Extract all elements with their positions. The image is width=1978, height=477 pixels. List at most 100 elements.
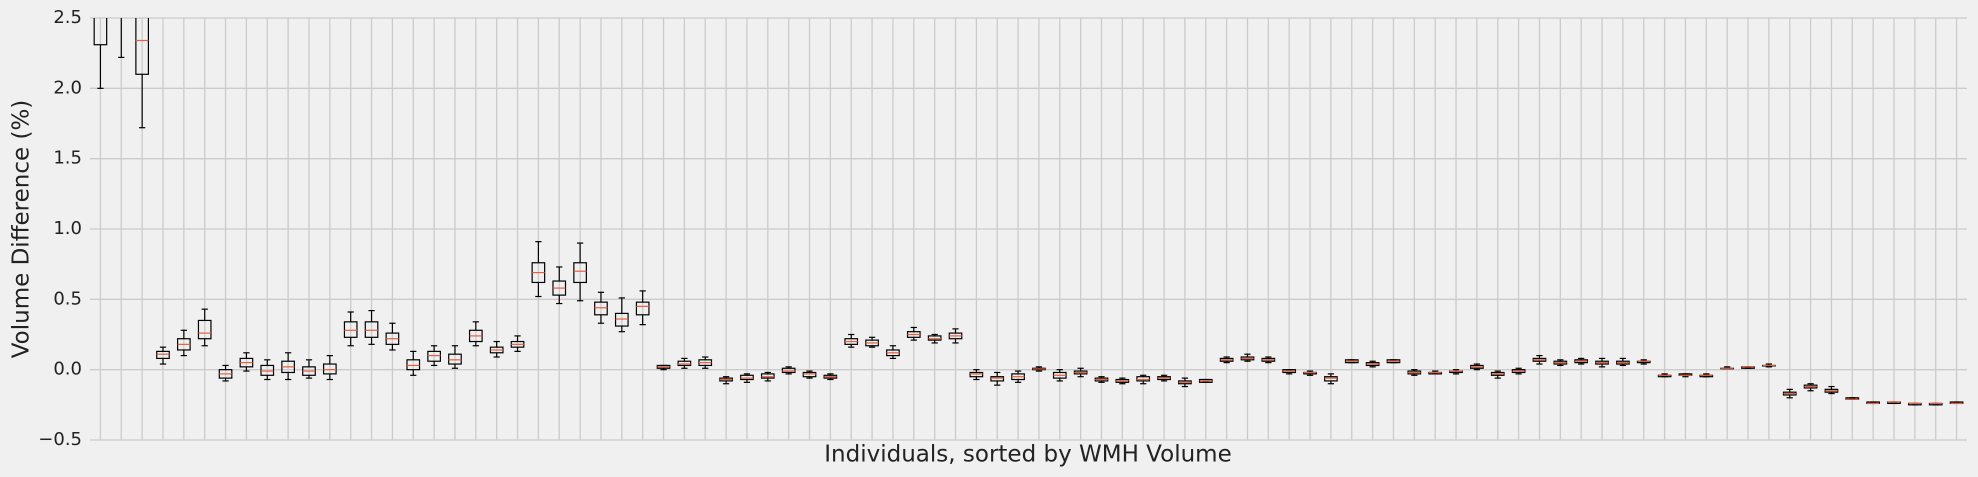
box-group <box>302 359 316 379</box>
box-group <box>1616 357 1630 367</box>
box <box>760 373 775 379</box>
box-group <box>1678 373 1693 378</box>
box-group <box>1762 363 1776 368</box>
box-group <box>260 359 275 381</box>
box-group <box>1094 376 1109 383</box>
box-group <box>614 297 629 333</box>
y-tick-label: −0.5 <box>38 429 82 450</box>
box-group <box>1699 373 1714 378</box>
box-group <box>948 328 963 344</box>
box-group <box>448 345 462 369</box>
box-group <box>886 345 900 360</box>
box-group <box>1324 373 1338 385</box>
box-group <box>489 340 504 358</box>
box <box>260 364 275 376</box>
box <box>364 321 379 338</box>
box <box>677 360 692 367</box>
box-group <box>1511 367 1526 375</box>
box-group <box>1407 369 1422 376</box>
box <box>927 335 942 341</box>
box <box>156 350 170 360</box>
box-group <box>927 333 942 344</box>
box-group <box>1636 359 1651 365</box>
box-group <box>1470 363 1484 371</box>
box <box>406 359 421 371</box>
box-group <box>364 309 379 345</box>
box <box>969 371 984 378</box>
box-group <box>906 326 921 341</box>
box-group <box>115 0 128 58</box>
x-axis-label: Individuals, sorted by WMH Volume <box>824 442 1231 468</box>
box-group <box>844 333 859 348</box>
box <box>740 374 754 381</box>
box-group <box>1866 401 1881 405</box>
box-group <box>1553 359 1568 367</box>
box-group <box>1157 374 1171 382</box>
box <box>1136 376 1151 382</box>
box-group <box>1845 397 1860 400</box>
box-group <box>385 322 400 351</box>
box-group <box>468 321 483 347</box>
box <box>573 262 587 284</box>
box-group <box>802 370 817 379</box>
box-group <box>1908 402 1922 406</box>
box-group <box>1178 377 1192 388</box>
box-group <box>1303 370 1317 376</box>
box-group <box>594 291 608 324</box>
box-group <box>1803 383 1818 392</box>
y-tick-label: 0.0 <box>53 359 82 380</box>
box-group <box>239 352 254 372</box>
box-group <box>1949 401 1964 405</box>
box-group <box>719 376 733 385</box>
y-tick-label: 2.0 <box>53 77 82 98</box>
y-tick-label: 2.5 <box>53 7 82 28</box>
box-group <box>656 364 671 371</box>
box-group <box>1928 402 1943 406</box>
box-group <box>740 373 754 383</box>
box-group <box>1136 374 1151 385</box>
box-group <box>1365 360 1380 368</box>
y-tick-label: 1.0 <box>53 218 82 239</box>
box-group <box>135 18 149 129</box>
box <box>115 0 128 4</box>
box-group <box>156 346 170 365</box>
box-group <box>218 364 233 382</box>
plot-area <box>93 0 1964 406</box>
box-group <box>176 329 191 357</box>
box <box>802 371 817 378</box>
box-group <box>1657 373 1672 378</box>
box-group <box>1198 378 1213 383</box>
box <box>93 18 108 46</box>
box-group <box>343 311 358 347</box>
box-group <box>322 355 337 381</box>
box-group <box>1282 369 1297 375</box>
box-group <box>990 371 1005 386</box>
box-group <box>635 290 650 326</box>
box <box>614 312 629 327</box>
box-group <box>93 18 108 89</box>
box-group <box>1240 353 1255 362</box>
box-group <box>510 335 525 352</box>
box-group <box>1052 369 1067 382</box>
box-group <box>1032 366 1046 372</box>
box-group <box>1261 356 1276 364</box>
box-group <box>1344 359 1359 364</box>
box-group <box>823 373 838 381</box>
box-group <box>1386 359 1401 364</box>
box <box>448 353 462 365</box>
box-group <box>531 241 546 298</box>
y-tick-label: 1.5 <box>53 148 82 169</box>
box-group <box>1011 370 1025 383</box>
box <box>135 18 149 75</box>
box-group <box>1741 366 1755 369</box>
labels: Individuals, sorted by WMH Volume Volume… <box>9 7 1232 468</box>
box-group <box>281 352 295 381</box>
box <box>343 321 358 338</box>
box-group <box>573 242 587 302</box>
box <box>1324 376 1338 382</box>
box <box>197 319 212 340</box>
box <box>781 367 796 374</box>
box-group <box>1490 370 1505 379</box>
box-group <box>969 369 984 381</box>
box-group <box>1115 377 1130 385</box>
